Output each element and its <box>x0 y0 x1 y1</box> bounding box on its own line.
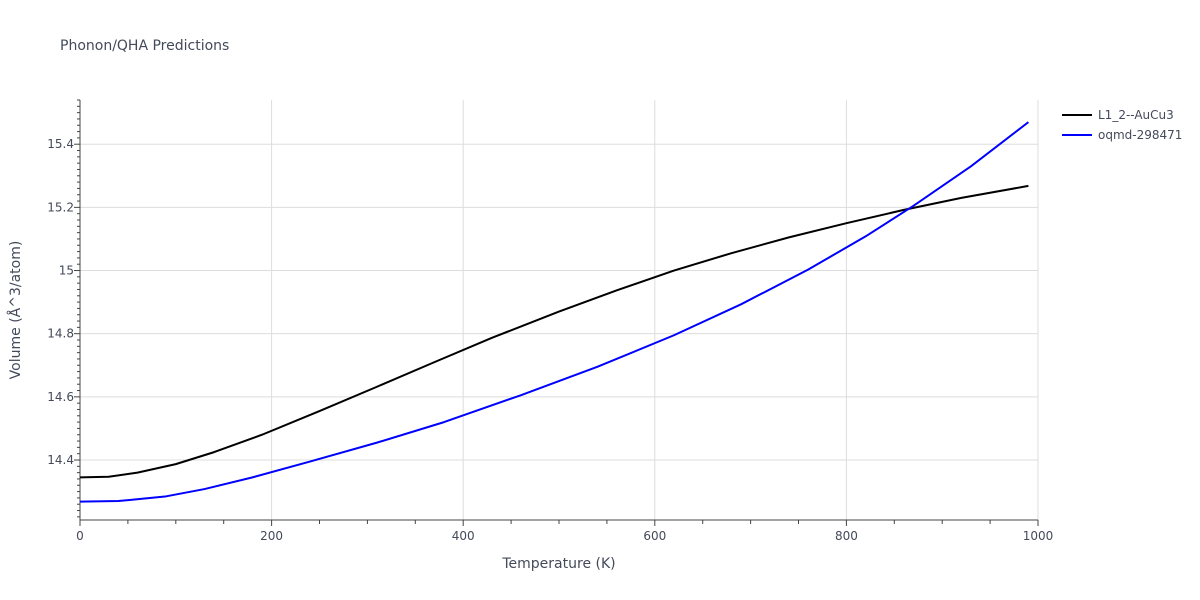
x-tick-label: 800 <box>835 529 858 543</box>
series-line-2 <box>79 121 1030 503</box>
x-tick-label: 600 <box>643 529 666 543</box>
x-tick-label: 400 <box>452 529 475 543</box>
tick-labels: 0 200 400 600 800 1000 14.4 14.6 14.8 15 15.2 15.4 <box>47 137 1053 543</box>
y-tick-label: 14.4 <box>47 453 74 467</box>
series-line-1 <box>79 184 1029 479</box>
x-tick-label: 0 <box>76 529 84 543</box>
series-lines <box>79 121 1030 503</box>
axes <box>74 99 1039 526</box>
y-axis-label: Volume (Å^3/atom) <box>7 241 24 380</box>
y-tick-label: 15.2 <box>47 200 74 214</box>
chart-title: Phonon/QHA Predictions <box>60 38 229 54</box>
legend: L1_2--AuCu3 oqmd-298471 <box>1062 108 1182 142</box>
x-tick-label: 200 <box>260 529 283 543</box>
x-tick-label: 1000 <box>1023 529 1054 543</box>
x-axis-label: Temperature (K) <box>501 556 615 572</box>
y-tick-label: 14.6 <box>47 390 74 404</box>
y-tick-label: 15.4 <box>47 137 74 151</box>
legend-label: L1_2--AuCu3 <box>1098 108 1174 122</box>
y-tick-label: 14.8 <box>47 327 74 341</box>
legend-label: oqmd-298471 <box>1098 128 1182 142</box>
grid-lines <box>80 100 1039 520</box>
y-tick-label: 15 <box>59 264 74 278</box>
